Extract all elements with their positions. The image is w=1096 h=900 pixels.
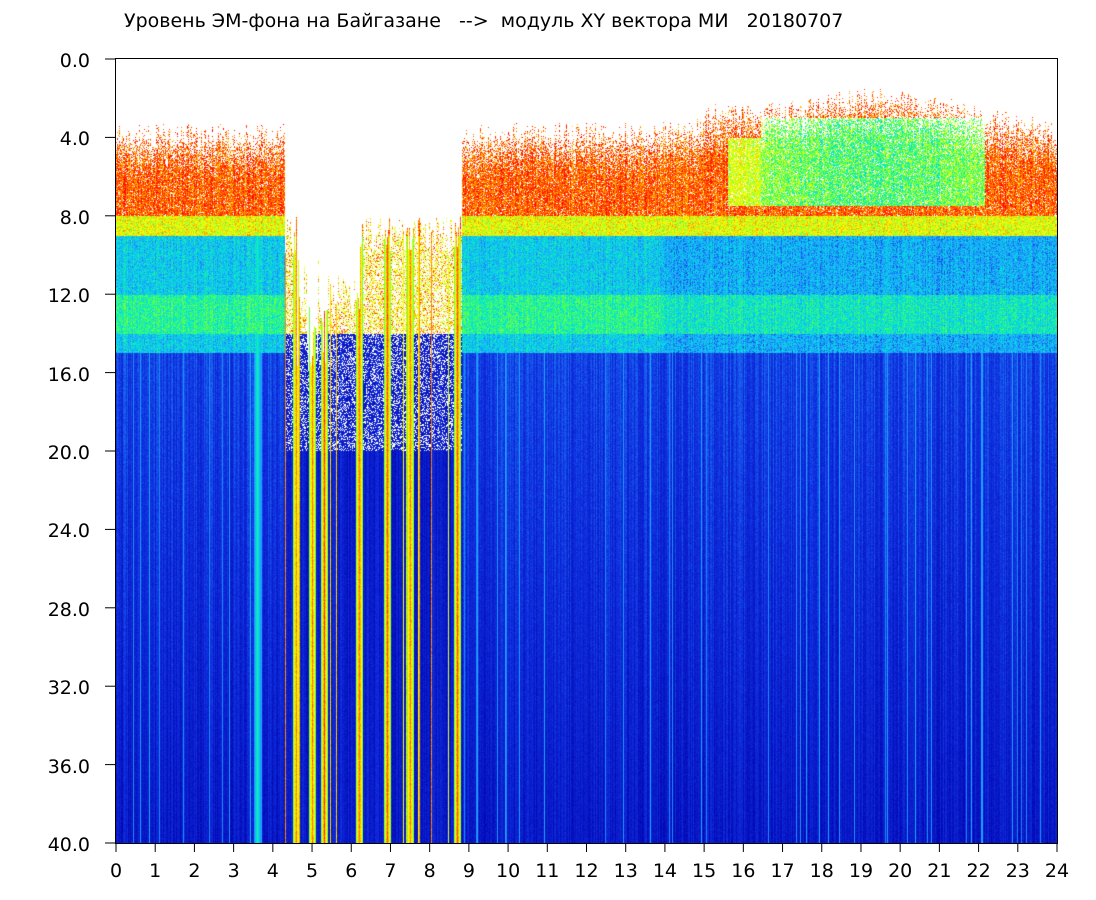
x-tick-label: 17: [770, 860, 795, 882]
x-tick-label: 11: [535, 860, 560, 882]
y-tick-label: 12.0: [47, 285, 90, 308]
y-tick-label: 24.0: [47, 520, 90, 543]
x-tick-label: 21: [927, 860, 952, 882]
chart-title: Уровень ЭМ-фона на Байгазане --> модуль …: [124, 10, 844, 32]
x-tick-label: 13: [613, 860, 638, 882]
x-tick-label: 0: [109, 860, 123, 882]
y-tick-label: 28.0: [47, 598, 90, 621]
x-tick-label: 5: [305, 860, 319, 882]
x-tick-label: 24: [1044, 860, 1070, 882]
x-tick-label: 12: [574, 860, 599, 882]
x-tick-label: 20: [888, 860, 913, 882]
spectrogram-heatmap: [116, 59, 1057, 843]
y-tick-label: 8.0: [59, 206, 90, 229]
x-tick-label: 22: [966, 860, 991, 882]
x-tick-label: 1: [149, 860, 162, 882]
y-tick-label: 4.0: [59, 128, 90, 151]
x-tick-label: 16: [731, 860, 756, 882]
x-tick-label: 4: [266, 860, 279, 882]
x-tick-label: 9: [462, 860, 475, 882]
x-tick-label: 23: [1005, 860, 1030, 882]
x-tick-label: 19: [848, 860, 874, 882]
y-tick-label: 40.0: [47, 834, 90, 856]
y-tick-label: 32.0: [47, 677, 90, 700]
y-tick-label: 20.0: [47, 442, 90, 464]
x-tick-label: 8: [423, 860, 436, 882]
y-tick-label: 0.0: [59, 50, 90, 72]
x-tick-label: 6: [345, 860, 358, 882]
y-tick-label: 16.0: [47, 363, 90, 386]
x-tick-label: 18: [809, 860, 834, 882]
x-tick-label: 15: [692, 860, 717, 882]
x-tick-label: 10: [495, 860, 521, 882]
y-tick-label: 36.0: [47, 755, 90, 778]
x-tick-label: 7: [384, 860, 397, 882]
x-tick-label: 14: [652, 860, 677, 882]
x-tick-label: 3: [227, 860, 240, 882]
x-tick-label: 2: [188, 860, 201, 882]
